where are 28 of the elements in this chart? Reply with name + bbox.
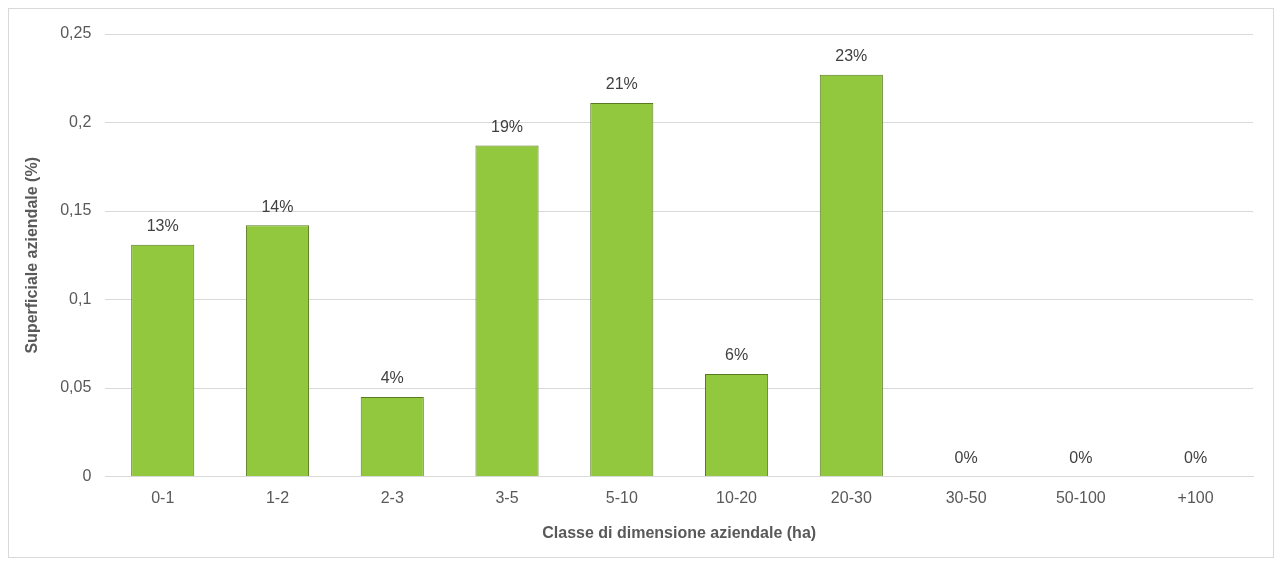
- x-axis-title: Classe di dimensione aziendale (ha): [542, 523, 817, 541]
- x-tick-label: 30-50: [945, 488, 987, 506]
- x-tick-label: 20-30: [830, 488, 872, 506]
- y-axis-title: Superficiale aziendale (%): [23, 157, 41, 354]
- x-tick-label: 50-100: [1055, 488, 1106, 506]
- data-label: 23%: [835, 47, 868, 65]
- data-label: 0%: [954, 449, 978, 467]
- x-tick-label: 2-3: [380, 488, 404, 506]
- x-tick-label: 0-1: [151, 488, 175, 506]
- x-tick-label: 5-10: [605, 488, 638, 506]
- y-tick-label: 0,15: [60, 201, 92, 219]
- data-label: 0%: [1069, 449, 1093, 467]
- data-label: 6%: [724, 346, 749, 364]
- y-tick-label: 0,05: [60, 378, 92, 396]
- y-tick-label: 0,2: [69, 112, 92, 130]
- y-tick-label: 0: [82, 467, 92, 485]
- x-tick-label: 1-2: [265, 488, 290, 506]
- data-label: 13%: [146, 217, 179, 235]
- x-tick-label: +100: [1177, 488, 1214, 506]
- data-label: 0%: [1184, 449, 1208, 467]
- x-tick-label: 10-20: [716, 488, 758, 506]
- y-tick-label: 0,1: [69, 289, 92, 307]
- y-tick-label: 0,25: [60, 24, 92, 42]
- data-label: 21%: [605, 75, 638, 93]
- data-label: 19%: [491, 117, 524, 135]
- data-label: 14%: [261, 197, 294, 215]
- x-tick-label: 3-5: [495, 488, 519, 506]
- data-label: 4%: [380, 369, 404, 387]
